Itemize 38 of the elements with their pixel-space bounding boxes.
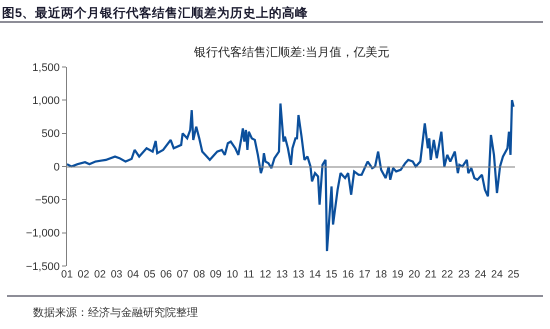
x-tick-label: 23 [458,268,470,280]
y-tick-label: 500 [41,128,60,140]
x-tick-label: 18 [375,268,388,280]
x-tick-label: 02 [94,268,106,280]
x-tick-label: 19 [392,268,404,280]
x-tick-label: 24 [491,268,503,280]
chart-title: 图5、最近两个月银行代客结售汇顺差为历史上的高峰 [2,5,309,20]
x-tick-label: 11 [243,268,254,280]
x-tick-label: 15 [326,268,338,280]
y-tick-label: −500 [35,194,60,207]
x-tick-label: 20 [408,268,420,280]
x-tick-label: 16 [342,268,354,280]
source-note: 数据来源：经济与金融研究院整理 [33,306,198,319]
y-tick-label: −1,000 [26,228,60,240]
chart-subtitle: 银行代客结售汇顺差:当月值，亿美元 [193,45,390,59]
x-tick-label: 01 [61,268,73,280]
x-tick-label: 08 [193,268,206,280]
y-tick-label: 1,500 [32,62,60,74]
x-tick-label: 24 [474,268,486,280]
y-tick-label: 1,000 [32,95,60,108]
y-tick-label: −1,500 [26,260,60,273]
y-tick-label: 0 [54,161,60,174]
x-tick-label: 25 [508,268,520,280]
x-tick-label: 02 [78,268,90,280]
x-tick-label: 13 [292,268,304,280]
x-tick-label: 17 [358,268,371,280]
x-tick-label: 10 [226,268,238,280]
x-tick-label: 05 [144,268,156,280]
x-tick-label: 03 [110,268,123,280]
x-tick-label: 13 [276,268,288,280]
x-tick-label: 22 [441,268,454,280]
x-tick-label: 12 [260,268,272,280]
x-tick-label: 09 [210,268,222,280]
x-tick-label: 04 [127,268,140,280]
x-tick-label: 06 [160,268,172,280]
x-tick-label: 14 [309,268,322,280]
x-tick-label: 21 [424,268,437,280]
x-tick-label: 07 [176,268,189,280]
